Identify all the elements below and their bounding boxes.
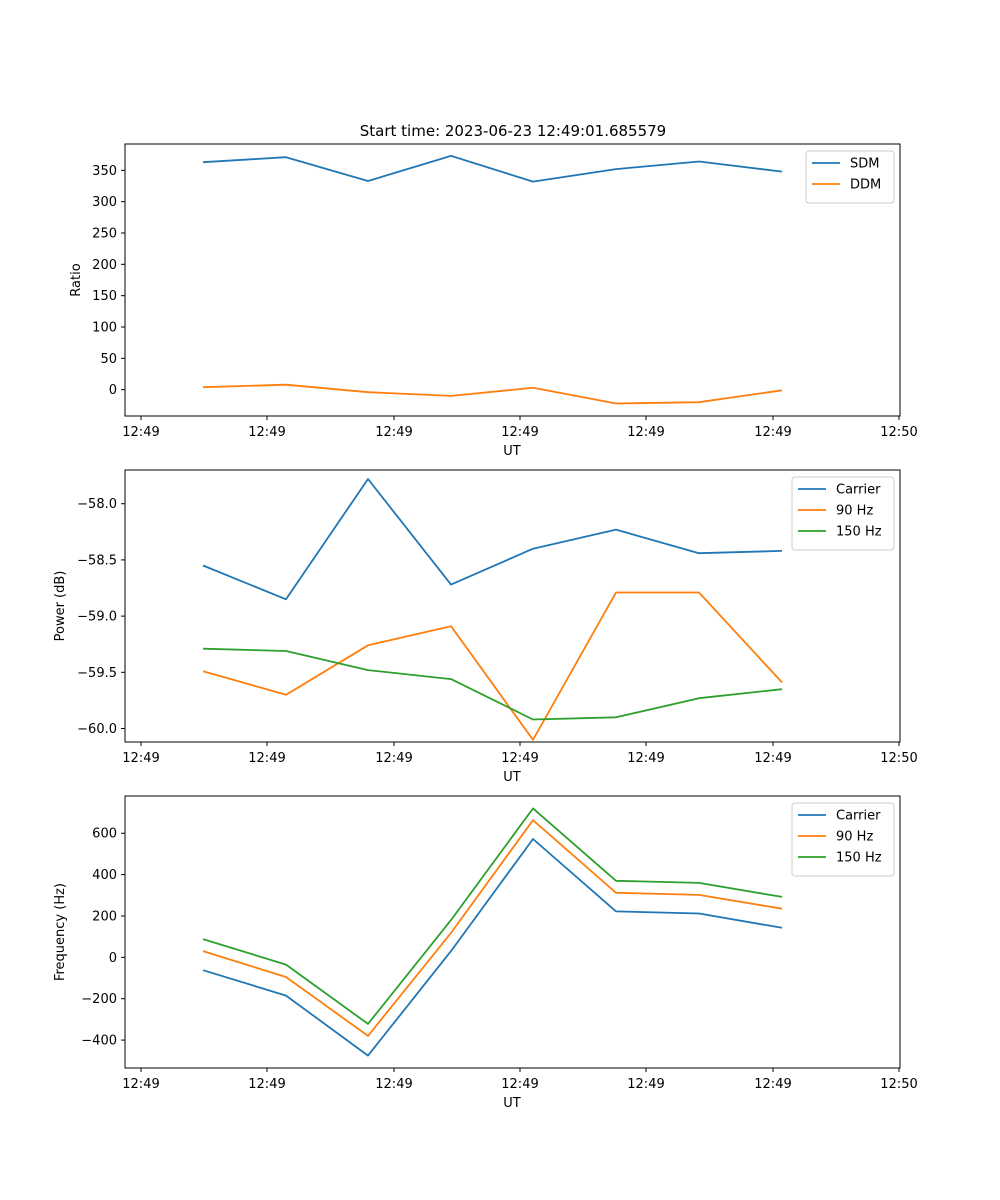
y-tick-label: −200 [81, 992, 117, 1007]
x-tick-label: 12:49 [248, 751, 285, 766]
x-tick-label: 12:49 [375, 1077, 412, 1092]
legend-label: SDM [850, 157, 879, 172]
legend-box [805, 150, 895, 204]
y-axis-label: Ratio [69, 263, 84, 296]
legend-label: 90 Hz [836, 504, 873, 519]
y-tick-label: −58.0 [77, 497, 117, 512]
y-tick-label: −59.5 [77, 666, 117, 681]
y-tick-label: 150 [92, 289, 117, 304]
y-tick-label: −58.5 [77, 553, 117, 568]
x-tick-label: 12:50 [880, 425, 917, 440]
subplot-1: 12:49 12:49 12:49 12:49 12:49 12:49 12:50 0 50 10… [69, 143, 918, 459]
legend: Carrier 90 Hz 150 Hz [791, 476, 895, 551]
plot-frame [124, 795, 901, 1069]
y-tick-label: 350 [92, 164, 117, 179]
x-tick-label: 12:49 [501, 425, 538, 440]
y-tick-label: 250 [92, 226, 117, 241]
plot-frame [124, 469, 901, 743]
legend-label: Carrier [836, 809, 881, 824]
legend-label: DDM [850, 178, 881, 193]
x-tick-label: 12:49 [754, 425, 791, 440]
plot-frame [124, 143, 901, 417]
x-axis-label: UT [503, 444, 521, 459]
x-tick-label: 12:49 [754, 751, 791, 766]
y-tick-label: −59.0 [77, 610, 117, 625]
subplots: 12:49 12:49 12:49 12:49 12:49 12:49 12:50 0 50 10… [53, 143, 918, 1111]
x-tick-label: 12:49 [501, 751, 538, 766]
series-line-carrier [202, 478, 783, 601]
legend-label: Carrier [836, 483, 881, 498]
x-axis-label: UT [503, 1096, 521, 1111]
x-tick-label: 12:49 [122, 751, 159, 766]
x-tick-label: 12:50 [880, 1077, 917, 1092]
y-tick-label: 100 [92, 321, 117, 336]
y-tick-label: 300 [92, 195, 117, 210]
series-line-90-hz [202, 591, 783, 741]
x-tick-label: 12:50 [880, 751, 917, 766]
series-line-sdm [202, 154, 783, 183]
x-tick-label: 12:49 [122, 425, 159, 440]
x-tick-label: 12:49 [627, 1077, 664, 1092]
y-axis-label: Frequency (Hz) [53, 883, 68, 981]
subplot-2: 12:49 12:49 12:49 12:49 12:49 12:49 12:50 −60.0… [53, 469, 918, 785]
x-tick-label: 12:49 [754, 1077, 791, 1092]
series-line-150-hz [202, 647, 783, 721]
legend-label: 90 Hz [836, 830, 873, 845]
y-axis-label: Power (dB) [53, 571, 68, 642]
figure-title: Start time: 2023-06-23 12:49:01.685579 [360, 122, 666, 140]
x-tick-label: 12:49 [501, 1077, 538, 1092]
y-tick-label: 50 [100, 352, 117, 367]
y-tick-label: −60.0 [77, 722, 117, 737]
subplot-3: 12:49 12:49 12:49 12:49 12:49 12:49 12:50 −400 −… [53, 795, 918, 1111]
series-line-carrier [202, 838, 783, 1057]
x-tick-label: 12:49 [248, 425, 285, 440]
y-tick-label: −400 [81, 1034, 117, 1049]
legend: SDM DDM [805, 150, 895, 204]
x-tick-label: 12:49 [627, 425, 664, 440]
x-tick-label: 12:49 [375, 751, 412, 766]
legend-label: 150 Hz [836, 525, 882, 540]
x-tick-label: 12:49 [248, 1077, 285, 1092]
series-line-ddm [202, 383, 783, 405]
legend: Carrier 90 Hz 150 Hz [791, 802, 895, 877]
legend-label: 150 Hz [836, 851, 882, 866]
series-line-90-hz [202, 819, 783, 1037]
x-tick-label: 12:49 [627, 751, 664, 766]
y-tick-label: 400 [92, 868, 117, 883]
series-line-150-hz [202, 807, 783, 1025]
y-tick-label: 0 [109, 951, 117, 966]
x-tick-label: 12:49 [375, 425, 412, 440]
y-tick-label: 0 [109, 383, 117, 398]
y-tick-label: 200 [92, 909, 117, 924]
x-tick-label: 12:49 [122, 1077, 159, 1092]
x-axis-label: UT [503, 770, 521, 785]
y-tick-label: 200 [92, 258, 117, 273]
y-tick-label: 600 [92, 827, 117, 842]
